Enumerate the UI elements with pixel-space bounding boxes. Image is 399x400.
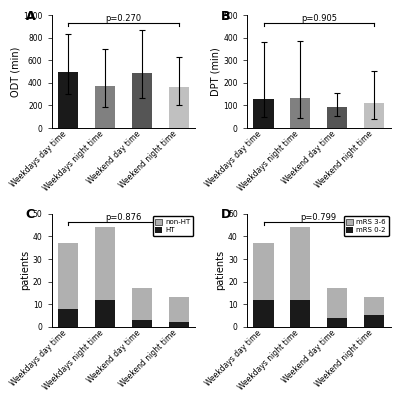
Text: C: C (26, 208, 35, 221)
Legend: non-HT, HT: non-HT, HT (153, 216, 193, 236)
Bar (58, 309, 78, 327)
Bar (364, 315, 384, 327)
Bar (132, 288, 152, 320)
Bar (290, 98, 310, 128)
Text: p=0.799: p=0.799 (301, 213, 337, 222)
Bar (168, 88, 189, 128)
Bar (253, 300, 274, 327)
Bar (364, 103, 384, 128)
Bar (132, 73, 152, 128)
Text: A: A (26, 10, 35, 23)
Bar (168, 322, 189, 327)
Legend: mRS 3-6, mRS 0-2: mRS 3-6, mRS 0-2 (344, 216, 389, 236)
Bar (95, 300, 115, 327)
Bar (253, 99, 274, 128)
Bar (58, 72, 78, 128)
Bar (290, 300, 310, 327)
Bar (253, 243, 274, 300)
Bar (168, 297, 189, 322)
Bar (58, 243, 78, 309)
Y-axis label: ODT (min): ODT (min) (10, 46, 20, 97)
Text: B: B (221, 10, 231, 23)
Text: p=0.270: p=0.270 (105, 14, 142, 23)
Y-axis label: DPT (min): DPT (min) (210, 47, 220, 96)
Bar (364, 297, 384, 315)
Text: D: D (221, 208, 231, 221)
Bar (132, 320, 152, 327)
Text: p=0.905: p=0.905 (301, 14, 337, 23)
Bar (327, 288, 347, 318)
Text: p=0.876: p=0.876 (105, 213, 142, 222)
Bar (327, 107, 347, 128)
Bar (290, 228, 310, 300)
Y-axis label: patients: patients (20, 250, 30, 290)
Bar (327, 318, 347, 327)
Bar (95, 228, 115, 300)
Y-axis label: patients: patients (215, 250, 225, 290)
Bar (95, 86, 115, 128)
